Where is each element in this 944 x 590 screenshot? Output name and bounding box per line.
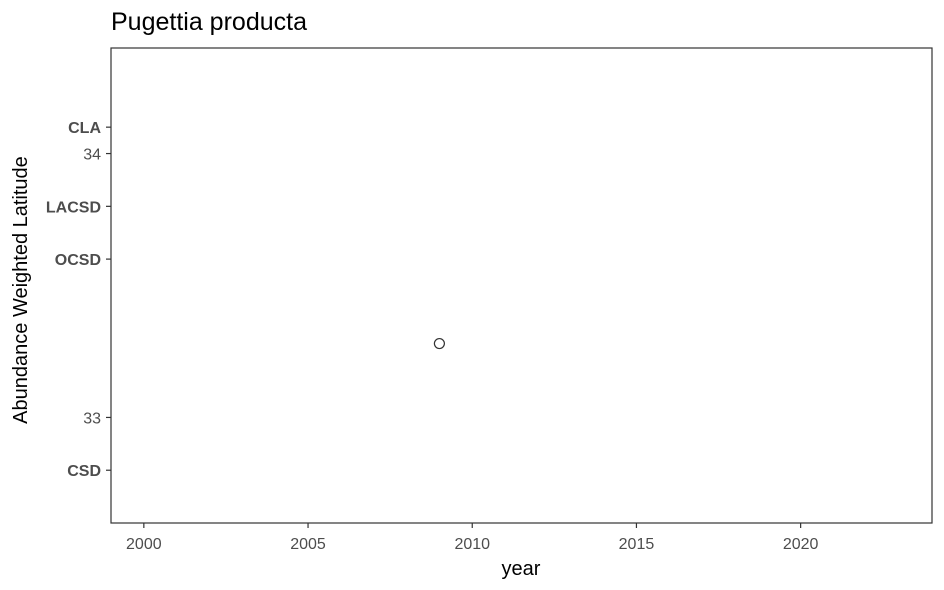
chart-title: Pugettia producta	[111, 8, 307, 36]
x-tick-label: 2000	[126, 536, 162, 553]
reference-label: CLA	[68, 120, 101, 137]
plot-panel	[110, 47, 933, 524]
reference-label: OCSD	[55, 252, 101, 269]
x-tick-label: 2010	[454, 536, 490, 553]
x-tick-label: 2015	[619, 536, 655, 553]
y-axis: 33 34 CLA LACSD OCSD CSD	[46, 120, 111, 480]
reference-label: CSD	[67, 463, 101, 480]
reference-label: LACSD	[46, 199, 101, 216]
y-axis-title: Abundance Weighted Latitude	[10, 156, 32, 424]
data-point	[433, 337, 445, 350]
x-tick-label: 2005	[290, 536, 326, 553]
y-tick-label: 33	[83, 410, 101, 427]
data-points	[433, 337, 445, 350]
x-tick-label: 2020	[783, 536, 819, 553]
x-axis: 2000 2005 2010 2015 2020	[126, 523, 819, 553]
y-tick-label: 34	[83, 147, 101, 164]
x-axis-title: year	[502, 558, 541, 580]
